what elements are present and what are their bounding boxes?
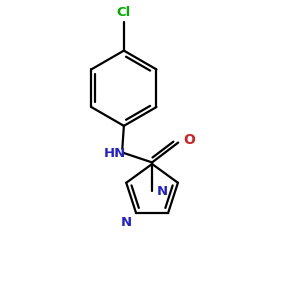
Text: O: O: [183, 133, 195, 147]
Text: N: N: [121, 216, 132, 229]
Text: Cl: Cl: [117, 6, 131, 19]
Text: N: N: [156, 185, 167, 198]
Text: HN: HN: [103, 146, 126, 160]
